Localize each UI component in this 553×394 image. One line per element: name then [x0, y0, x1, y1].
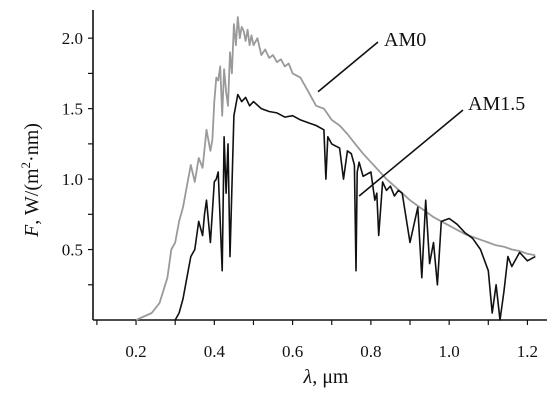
y-axis-ticks: 0.5 1.0 1.5 2.0 [62, 29, 93, 286]
x-tick-label: 0.2 [125, 342, 146, 361]
x-axis-ticks: 0.2 0.4 0.6 0.8 1.0 1.2 [96, 320, 538, 361]
am0-leader-line [317, 41, 379, 93]
x-tick-label: 0.4 [204, 342, 226, 361]
series-labels: AM0 AM1.5 [317, 29, 525, 197]
x-tick-label: 1.0 [439, 342, 460, 361]
x-tick-label: 0.6 [282, 342, 303, 361]
x-tick-label: 0.8 [360, 342, 381, 361]
series-label-am0: AM0 [384, 29, 426, 51]
axes [92, 10, 547, 321]
x-axis-label: λ, μm [303, 366, 349, 388]
y-tick-label: 2.0 [62, 29, 83, 48]
series-label-am1-5: AM1.5 [468, 93, 525, 115]
series-line-am0 [135, 16, 536, 321]
series-line-am1-5 [174, 93, 536, 321]
y-tick-label: 1.0 [62, 170, 83, 189]
x-tick-label: 1.2 [517, 342, 538, 361]
y-axis-label: F, W/(m2·nm) [18, 123, 43, 238]
series-lines [135, 16, 536, 321]
am15-leader-line [358, 109, 464, 197]
y-tick-label: 1.5 [62, 100, 83, 119]
y-tick-label: 0.5 [62, 241, 83, 260]
